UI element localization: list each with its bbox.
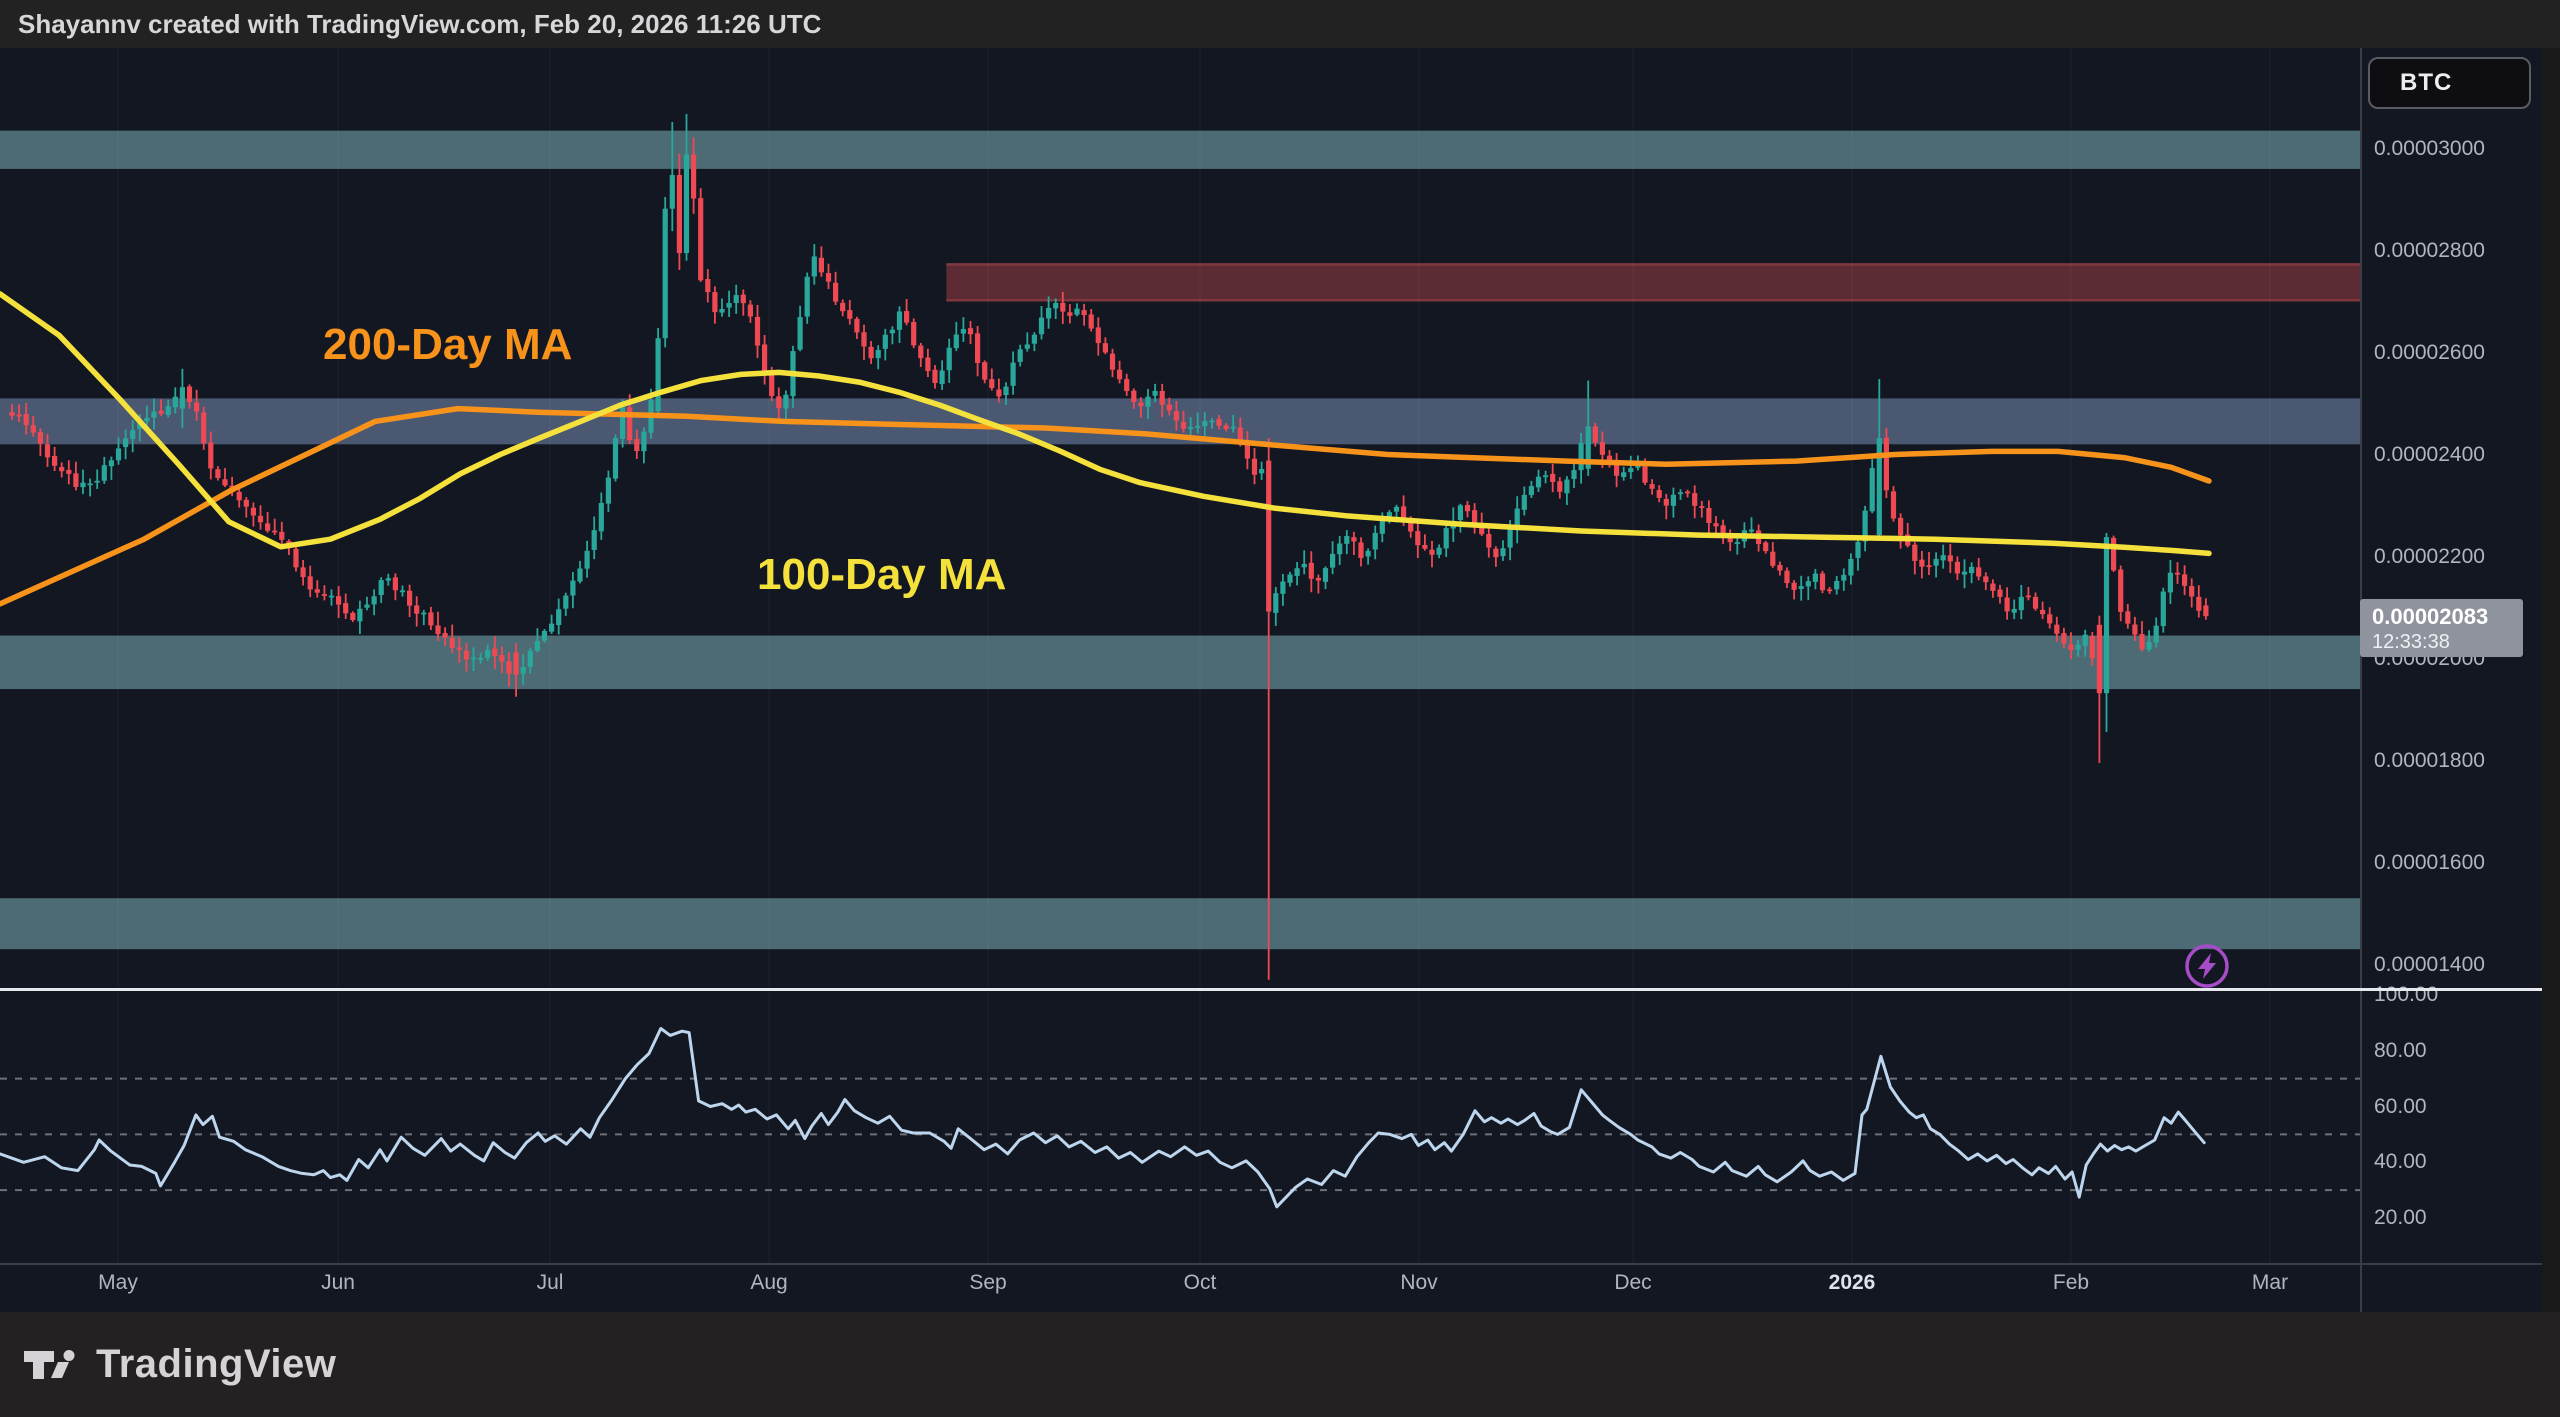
time-axis-label: Dec bbox=[1614, 1271, 1652, 1294]
attribution-text: Shayannv created with TradingView.com, F… bbox=[18, 9, 822, 39]
symbol-search-box[interactable]: BTC bbox=[2368, 57, 2531, 109]
current-price-badge: 0.00002083 12:33:38 bbox=[2360, 599, 2523, 658]
chart-canvas[interactable] bbox=[0, 0, 2560, 1312]
ma200-label: 200-Day MA bbox=[323, 320, 573, 369]
footer-bar: TradingView bbox=[0, 1312, 2560, 1417]
ma100-line bbox=[0, 291, 2212, 557]
time-axis-label: Jul bbox=[536, 1271, 564, 1294]
time-axis-label: May bbox=[98, 1271, 138, 1294]
time-axis-label: Sep bbox=[969, 1271, 1007, 1294]
header-bar: Shayannv created with TradingView.com, F… bbox=[0, 0, 2560, 48]
rsi-pane[interactable] bbox=[0, 993, 2360, 1263]
time-axis-label: Jun bbox=[321, 1271, 355, 1294]
support-zone-2000 bbox=[0, 635, 2360, 690]
bar-countdown-timer: 12:33:38 bbox=[2372, 631, 2450, 654]
price-axis-label: 0.00002600 bbox=[2374, 340, 2485, 364]
rsi-axis-label: 20.00 bbox=[2374, 1206, 2427, 1229]
time-axis-label: Feb bbox=[2052, 1271, 2090, 1294]
price-axis-label: 0.00002800 bbox=[2374, 238, 2485, 262]
price-axis-separator bbox=[2360, 48, 2362, 1312]
ma100-label: 100-Day MA bbox=[757, 550, 1007, 599]
rsi-axis-label: 80.00 bbox=[2374, 1038, 2427, 1062]
rsi-axis-label: 40.00 bbox=[2374, 1150, 2427, 1174]
time-axis-label: 2026 bbox=[1828, 1271, 1876, 1294]
flash-icon[interactable] bbox=[2185, 944, 2229, 988]
time-axis-separator bbox=[0, 1263, 2542, 1265]
ma200-line bbox=[0, 405, 2212, 607]
tradingview-logo-icon bbox=[24, 1349, 75, 1379]
rsi-axis-label: 100.00 bbox=[2374, 983, 2439, 1006]
price-axis-label: 0.00003000 bbox=[2374, 136, 2485, 160]
resistance-zone-3000 bbox=[0, 130, 2360, 169]
right-edge-strip bbox=[2542, 48, 2560, 1312]
price-pane[interactable] bbox=[0, 48, 2360, 988]
rsi-axis-label: 60.00 bbox=[2374, 1094, 2427, 1118]
price-axis-label: 0.00001800 bbox=[2374, 748, 2485, 772]
symbol-label: BTC bbox=[2400, 69, 2453, 96]
rsi-line bbox=[0, 1027, 2206, 1209]
price-axis-label: 0.00001400 bbox=[2374, 952, 2485, 976]
tradingview-logo-text: TradingView bbox=[96, 1342, 337, 1386]
price-axis-label: 0.00002400 bbox=[2374, 442, 2485, 466]
time-axis-label: Nov bbox=[1400, 1271, 1438, 1294]
time-axis-label: Oct bbox=[1183, 1271, 1217, 1294]
time-axis-label: Aug bbox=[750, 1271, 788, 1294]
pane-separator[interactable] bbox=[0, 988, 2542, 991]
support-zone-1480 bbox=[0, 898, 2360, 950]
price-axis-label: 0.00002200 bbox=[2374, 544, 2485, 568]
price-axis-label: 0.00001600 bbox=[2374, 850, 2485, 874]
current-price-value: 0.00002083 bbox=[2372, 604, 2489, 630]
time-axis-label: Mar bbox=[2251, 1271, 2289, 1294]
supply-zone-2750 bbox=[946, 263, 2360, 302]
